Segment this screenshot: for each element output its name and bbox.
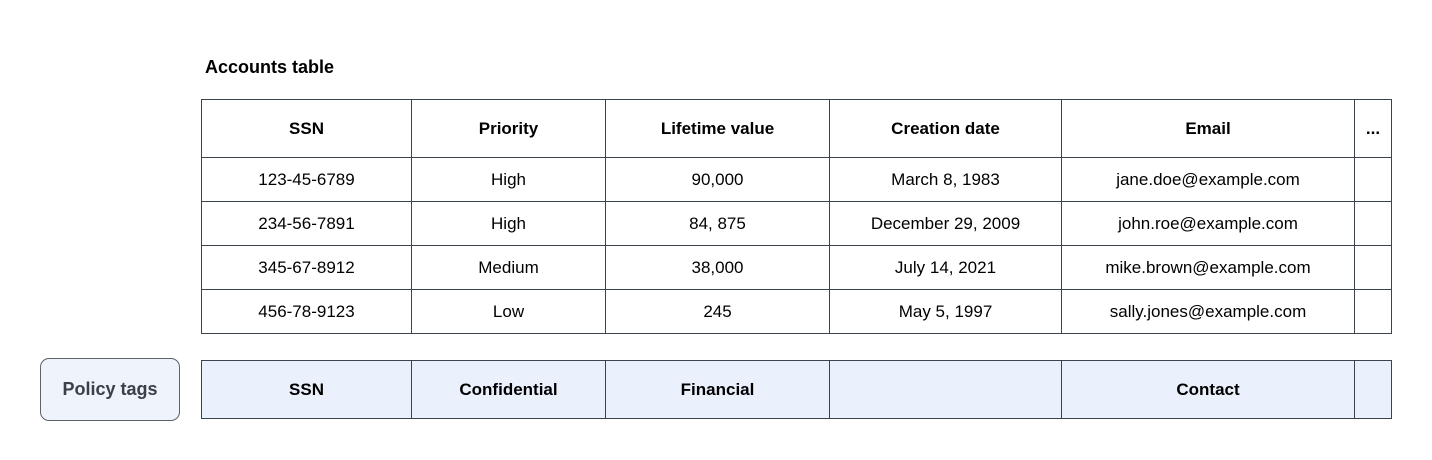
header-cell-lifetime-value: Lifetime value [605, 99, 830, 158]
header-cell-more: ... [1354, 99, 1392, 158]
policy-tag-cell-confidential: Confidential [411, 360, 606, 419]
cell-creation-date: July 14, 2021 [829, 245, 1062, 290]
cell-priority: High [411, 157, 606, 202]
cell-lifetime-value: 38,000 [605, 245, 830, 290]
cell-email: sally.jones@example.com [1061, 289, 1355, 334]
policy-tags-button-label: Policy tags [62, 379, 158, 399]
header-cell-ssn: SSN [201, 99, 412, 158]
header-row: SSN Priority Lifetime value Creation dat… [201, 99, 1392, 158]
cell-priority: High [411, 201, 606, 246]
accounts-table: SSN Priority Lifetime value Creation dat… [201, 99, 1392, 334]
cell-email: mike.brown@example.com [1061, 245, 1355, 290]
table-row: 234-56-7891 High 84, 875 December 29, 20… [201, 201, 1392, 246]
cell-lifetime-value: 245 [605, 289, 830, 334]
table-row: 456-78-9123 Low 245 May 5, 1997 sally.jo… [201, 289, 1392, 334]
cell-ssn: 234-56-7891 [201, 201, 412, 246]
cell-email: jane.doe@example.com [1061, 157, 1355, 202]
cell-creation-date: March 8, 1983 [829, 157, 1062, 202]
cell-more [1354, 289, 1392, 334]
cell-priority: Medium [411, 245, 606, 290]
cell-priority: Low [411, 289, 606, 334]
table-row: 345-67-8912 Medium 38,000 July 14, 2021 … [201, 245, 1392, 290]
accounts-table-title: Accounts table [205, 57, 335, 77]
cell-creation-date: December 29, 2009 [829, 201, 1062, 246]
header-cell-email: Email [1061, 99, 1355, 158]
policy-row: SSN Confidential Financial Contact [201, 360, 1392, 419]
cell-ssn: 123-45-6789 [201, 157, 412, 202]
header-cell-priority: Priority [411, 99, 606, 158]
cell-lifetime-value: 84, 875 [605, 201, 830, 246]
policy-tag-cell-contact: Contact [1061, 360, 1355, 419]
cell-ssn: 345-67-8912 [201, 245, 412, 290]
cell-lifetime-value: 90,000 [605, 157, 830, 202]
cell-email: john.roe@example.com [1061, 201, 1355, 246]
policy-tag-cell-more [1354, 360, 1392, 419]
policy-tag-cell-empty [829, 360, 1062, 419]
table-row: 123-45-6789 High 90,000 March 8, 1983 ja… [201, 157, 1392, 202]
cell-ssn: 456-78-9123 [201, 289, 412, 334]
policy-tags-button[interactable]: Policy tags [40, 358, 180, 421]
cell-more [1354, 201, 1392, 246]
policy-tag-cell-ssn: SSN [201, 360, 412, 419]
cell-more [1354, 157, 1392, 202]
policy-tag-cell-financial: Financial [605, 360, 830, 419]
cell-more [1354, 245, 1392, 290]
header-cell-creation-date: Creation date [829, 99, 1062, 158]
cell-creation-date: May 5, 1997 [829, 289, 1062, 334]
policy-tags-row: SSN Confidential Financial Contact [201, 360, 1392, 419]
